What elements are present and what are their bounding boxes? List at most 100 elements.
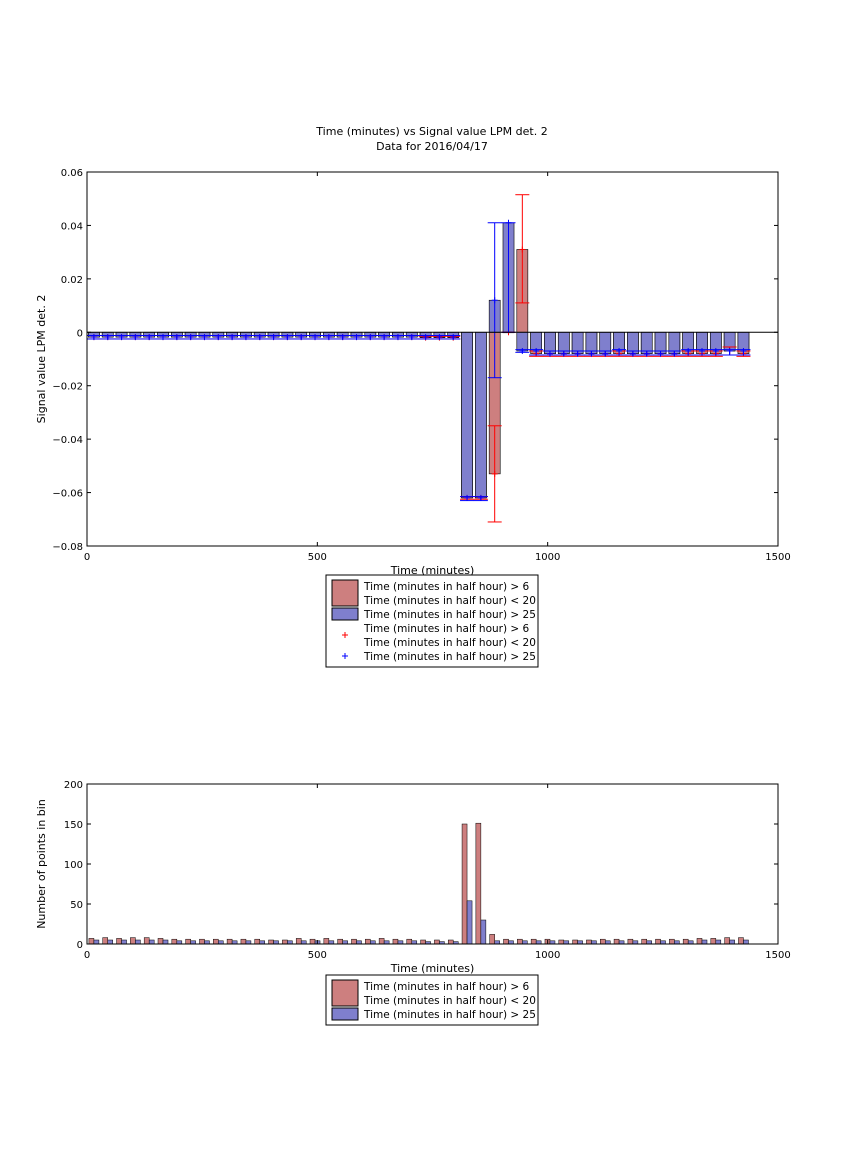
signal-bars	[88, 222, 750, 499]
count-bar	[88, 938, 95, 945]
x-tick-label: 500	[308, 552, 327, 563]
count-bar	[738, 937, 744, 945]
count-bar	[530, 938, 537, 945]
y-tick-label: 0.06	[61, 168, 83, 179]
x-tick-label: 1000	[535, 950, 560, 961]
legend-label: Time (minutes in half hour) > 25	[363, 609, 536, 621]
x-tick-label: 0	[84, 552, 90, 563]
count-bar	[240, 938, 247, 945]
count-bar	[107, 939, 113, 945]
count-bar	[93, 939, 100, 945]
y-tick-label: 200	[64, 780, 83, 791]
count-bar	[213, 938, 219, 945]
count-bar	[392, 938, 399, 945]
count-axes-frame	[86, 783, 779, 945]
legend-label: Time (minutes in half hour) > 6	[363, 981, 530, 993]
count-bar	[434, 939, 440, 945]
count-bar	[572, 939, 578, 945]
count-bar	[143, 937, 150, 945]
count-bar	[254, 938, 260, 945]
signal-bar	[640, 331, 653, 354]
count-bar	[295, 938, 302, 945]
signal-y-axis-label: Signal value LPM det. 2	[35, 295, 48, 424]
legend-label: Time (minutes in half hour) < 20	[363, 637, 536, 649]
count-bar	[613, 938, 620, 945]
count-bar	[586, 939, 592, 945]
y-tick-label: 0	[77, 940, 83, 951]
count-bar	[475, 822, 482, 945]
count-bar	[696, 938, 703, 945]
y-tick-label: 0.02	[61, 275, 83, 286]
legend-box	[325, 574, 539, 668]
y-tick-label: 0	[77, 328, 83, 339]
count-bar	[461, 823, 468, 945]
signal-bar	[544, 331, 556, 354]
legend-swatch	[331, 979, 359, 1007]
count-bar	[715, 939, 722, 945]
chart-subtitle: Data for 2016/04/17	[376, 140, 488, 153]
legend-label: Time (minutes in half hour) > 25	[363, 651, 536, 663]
legend-label: Time (minutes in half hour) > 6	[363, 623, 530, 635]
x-tick-label: 0	[84, 950, 90, 961]
count-bar	[641, 938, 647, 945]
count-bar	[157, 938, 164, 945]
count-bar	[378, 938, 385, 945]
signal-x-axis-label: Time (minutes)	[390, 564, 475, 577]
legend-label: Time (minutes in half hour) < 20	[363, 995, 536, 1007]
signal-error-bars	[86, 194, 751, 523]
count-bar	[655, 938, 661, 945]
signal-bar	[654, 331, 667, 354]
count-bar	[337, 938, 343, 945]
count-bar	[724, 937, 730, 945]
x-tick-label: 1500	[765, 552, 790, 563]
count-bar	[365, 938, 371, 945]
y-tick-label: −0.06	[52, 489, 83, 500]
count-bar	[282, 939, 288, 945]
count-bar	[130, 937, 136, 945]
y-tick-label: −0.08	[52, 542, 83, 553]
signal-bar	[571, 331, 584, 354]
count-bar	[185, 938, 191, 945]
chart-title: Time (minutes) vs Signal value LPM det. …	[315, 125, 547, 138]
x-tick-label: 1000	[535, 552, 560, 563]
legend-label: Time (minutes in half hour) < 20	[363, 595, 536, 607]
y-tick-label: −0.04	[52, 435, 83, 446]
count-bar	[162, 939, 169, 945]
count-legend: Time (minutes in half hour) > 6 Time (min…	[325, 974, 539, 1026]
legend-swatch	[331, 1007, 359, 1021]
y-tick-label: 0.04	[61, 221, 83, 232]
y-tick-label: 150	[64, 820, 83, 831]
count-axis-ticks: 0 500 1000 1500 0 50 100 150 200	[64, 780, 791, 961]
count-bars	[88, 822, 749, 945]
signal-bar	[461, 331, 473, 499]
count-bar	[489, 934, 495, 945]
count-x-axis-label: Time (minutes)	[390, 962, 475, 975]
signal-bar	[557, 331, 570, 354]
signal-bar	[627, 331, 639, 354]
count-bar	[420, 939, 426, 945]
count-bar	[710, 938, 717, 945]
signal-bar	[599, 331, 612, 354]
count-bar	[135, 939, 141, 945]
y-tick-label: −0.02	[52, 382, 83, 393]
count-bar	[627, 938, 634, 945]
count-bar	[323, 938, 330, 945]
legend-label: Time (minutes in half hour) > 25	[363, 1009, 536, 1021]
signal-bar	[475, 331, 487, 499]
count-bar	[669, 938, 675, 945]
signal-legend: Time (minutes in half hour) > 6 Time (min…	[325, 574, 539, 668]
count-bar	[309, 938, 316, 945]
signal-axes-frame	[86, 171, 779, 547]
count-bar	[351, 938, 357, 945]
legend-swatch	[331, 579, 359, 607]
signal-axis-ticks: 0 500 1000 1500 −0.08 −0.06 −0.04 −0.02 0 0.02 0.0…	[52, 168, 790, 563]
count-bar	[171, 938, 178, 945]
signal-value-chart: 0 500 1000 1500 −0.08 −0.06 −0.04 −0.02 0 0.02 0.0…	[35, 168, 791, 668]
count-bar	[268, 939, 274, 945]
x-tick-label: 500	[308, 950, 327, 961]
count-bar	[480, 919, 487, 945]
y-tick-label: 50	[70, 900, 83, 911]
signal-bar	[668, 331, 681, 354]
legend-swatch	[331, 607, 359, 621]
